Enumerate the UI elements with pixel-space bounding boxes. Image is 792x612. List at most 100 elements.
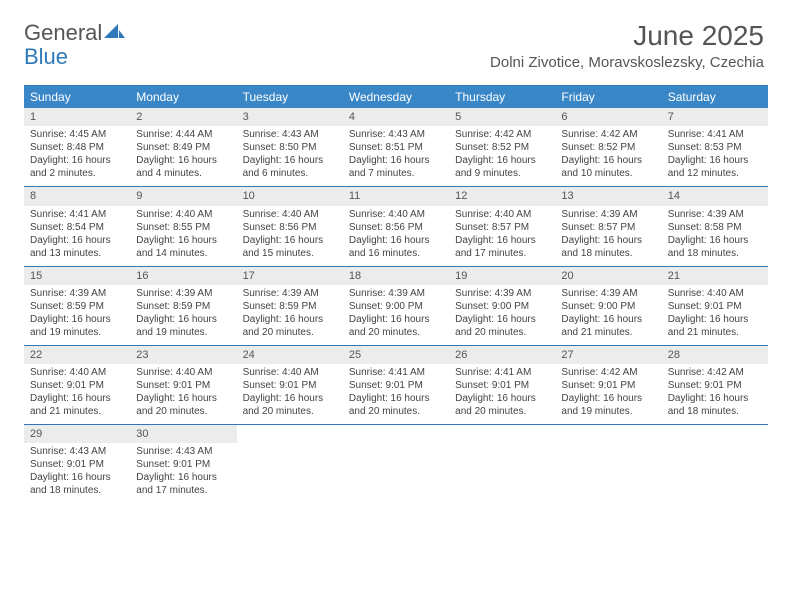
- calendar-day: 30Sunrise: 4:43 AMSunset: 9:01 PMDayligh…: [130, 425, 236, 503]
- day-number: 15: [24, 267, 130, 285]
- calendar-day: [555, 425, 661, 503]
- calendar-day: 5Sunrise: 4:42 AMSunset: 8:52 PMDaylight…: [449, 108, 555, 186]
- calendar-day: 14Sunrise: 4:39 AMSunset: 8:58 PMDayligh…: [662, 187, 768, 265]
- col-sunday: Sunday: [24, 86, 130, 108]
- calendar-day: 2Sunrise: 4:44 AMSunset: 8:49 PMDaylight…: [130, 108, 236, 186]
- day-info: Sunrise: 4:40 AMSunset: 8:56 PMDaylight:…: [237, 208, 343, 260]
- calendar-day: 29 Sunrise: 4:43 AMSunset: 9:01 PMDayligh…: [24, 425, 130, 503]
- title-block: June 2025 Dolni Zivotice, Moravskoslezsk…: [490, 20, 764, 71]
- calendar-day: [343, 425, 449, 503]
- day-info: Sunrise: 4:45 AMSunset: 8:48 PMDaylight:…: [24, 128, 130, 180]
- col-monday: Monday: [130, 86, 236, 108]
- day-info: Sunrise: 4:43 AMSunset: 9:01 PMDaylight:…: [24, 445, 130, 497]
- calendar-week: 15Sunrise: 4:39 AMSunset: 8:59 PMDayligh…: [24, 267, 768, 346]
- day-info: Sunrise: 4:42 AMSunset: 9:01 PMDaylight:…: [662, 366, 768, 418]
- calendar-day: 3 Sunrise: 4:43 AMSunset: 8:50 PMDaylight…: [237, 108, 343, 186]
- day-info: Sunrise: 4:41 AMSunset: 9:01 PMDaylight:…: [343, 366, 449, 418]
- day-info: Sunrise: 4:39 AMSunset: 9:00 PMDaylight:…: [343, 287, 449, 339]
- calendar-day: 16 Sunrise: 4:39 AMSunset: 8:59 PMDayligh…: [130, 267, 236, 345]
- calendar-day: [662, 425, 768, 503]
- day-info: Sunrise: 4:41 AMSunset: 9:01 PMDaylight:…: [449, 366, 555, 418]
- day-number: 18: [343, 267, 449, 285]
- day-number: 30: [130, 425, 236, 443]
- calendar-header-row: Sunday Monday Tuesday Wednesday Thursday…: [24, 86, 768, 108]
- day-number: 2: [130, 108, 236, 126]
- day-number: 3: [237, 108, 343, 126]
- location: Dolni Zivotice, Moravskoslezsky, Czechia: [490, 54, 764, 71]
- day-info: Sunrise: 4:39 AMSunset: 9:00 PMDaylight:…: [555, 287, 661, 339]
- day-number: 26: [449, 346, 555, 364]
- day-info: Sunrise: 4:40 AMSunset: 9:01 PMDaylight:…: [24, 366, 130, 418]
- day-number: 10: [237, 187, 343, 205]
- day-number: 8: [24, 187, 130, 205]
- day-number: 14: [662, 187, 768, 205]
- day-number: 16: [130, 267, 236, 285]
- day-number: 11: [343, 187, 449, 205]
- logo-word2: Blue: [24, 44, 68, 70]
- calendar-day: 26 Sunrise: 4:41 AMSunset: 9:01 PMDayligh…: [449, 346, 555, 424]
- calendar-day: 7Sunrise: 4:41 AMSunset: 8:53 PMDaylight…: [662, 108, 768, 186]
- calendar-day: 19 Sunrise: 4:39 AMSunset: 9:00 PMDayligh…: [449, 267, 555, 345]
- calendar-day: [237, 425, 343, 503]
- header: General June 2025 Dolni Zivotice, Moravs…: [0, 0, 792, 77]
- calendar-day: 28 Sunrise: 4:42 AMSunset: 9:01 PMDayligh…: [662, 346, 768, 424]
- calendar-day: 6Sunrise: 4:42 AMSunset: 8:52 PMDaylight…: [555, 108, 661, 186]
- day-number: 23: [130, 346, 236, 364]
- day-info: Sunrise: 4:39 AMSunset: 8:59 PMDaylight:…: [130, 287, 236, 339]
- calendar-day: 17Sunrise: 4:39 AMSunset: 8:59 PMDayligh…: [237, 267, 343, 345]
- calendar-day: 1 Sunrise: 4:45 AMSunset: 8:48 PMDaylight…: [24, 108, 130, 186]
- calendar-week: 22Sunrise: 4:40 AMSunset: 9:01 PMDayligh…: [24, 346, 768, 425]
- calendar-day: 15Sunrise: 4:39 AMSunset: 8:59 PMDayligh…: [24, 267, 130, 345]
- col-wednesday: Wednesday: [343, 86, 449, 108]
- day-number: 29: [24, 425, 130, 443]
- col-friday: Friday: [555, 86, 661, 108]
- calendar-week: 29 Sunrise: 4:43 AMSunset: 9:01 PMDayligh…: [24, 425, 768, 503]
- day-number: 22: [24, 346, 130, 364]
- calendar-day: 9 Sunrise: 4:40 AMSunset: 8:55 PMDaylight…: [130, 187, 236, 265]
- day-info: Sunrise: 4:39 AMSunset: 9:00 PMDaylight:…: [449, 287, 555, 339]
- calendar-day: 18 Sunrise: 4:39 AMSunset: 9:00 PMDayligh…: [343, 267, 449, 345]
- logo-word1: General: [24, 20, 102, 46]
- calendar-day: 12Sunrise: 4:40 AMSunset: 8:57 PMDayligh…: [449, 187, 555, 265]
- day-number: 7: [662, 108, 768, 126]
- calendar-day: 22 Sunrise: 4:40 AMSunset: 9:01 PMDayligh…: [24, 346, 130, 424]
- logo-sail-icon: [104, 20, 126, 46]
- day-number: 24: [237, 346, 343, 364]
- day-info: Sunrise: 4:43 AMSunset: 8:51 PMDaylight:…: [343, 128, 449, 180]
- day-info: Sunrise: 4:39 AMSunset: 8:59 PMDaylight:…: [237, 287, 343, 339]
- day-info: Sunrise: 4:39 AMSunset: 8:57 PMDaylight:…: [555, 208, 661, 260]
- day-number: 4: [343, 108, 449, 126]
- day-number: 19: [449, 267, 555, 285]
- day-info: Sunrise: 4:41 AMSunset: 8:54 PMDaylight:…: [24, 208, 130, 260]
- day-info: Sunrise: 4:40 AMSunset: 8:57 PMDaylight:…: [449, 208, 555, 260]
- day-info: Sunrise: 4:40 AMSunset: 9:01 PMDaylight:…: [662, 287, 768, 339]
- calendar-week: 8 Sunrise: 4:41 AMSunset: 8:54 PMDaylight…: [24, 187, 768, 266]
- calendar-day: 25Sunrise: 4:41 AMSunset: 9:01 PMDayligh…: [343, 346, 449, 424]
- calendar-day: 4 Sunrise: 4:43 AMSunset: 8:51 PMDaylight…: [343, 108, 449, 186]
- calendar-week: 1 Sunrise: 4:45 AMSunset: 8:48 PMDaylight…: [24, 108, 768, 187]
- day-number: 1: [24, 108, 130, 126]
- calendar-day: 20 Sunrise: 4:39 AMSunset: 9:00 PMDayligh…: [555, 267, 661, 345]
- calendar-day: 24 Sunrise: 4:40 AMSunset: 9:01 PMDayligh…: [237, 346, 343, 424]
- day-number: 13: [555, 187, 661, 205]
- logo: General: [24, 20, 127, 46]
- day-info: Sunrise: 4:42 AMSunset: 9:01 PMDaylight:…: [555, 366, 661, 418]
- day-number: 21: [662, 267, 768, 285]
- day-info: Sunrise: 4:43 AMSunset: 8:50 PMDaylight:…: [237, 128, 343, 180]
- calendar-day: 10 Sunrise: 4:40 AMSunset: 8:56 PMDayligh…: [237, 187, 343, 265]
- day-number: 5: [449, 108, 555, 126]
- col-saturday: Saturday: [662, 86, 768, 108]
- day-number: 28: [662, 346, 768, 364]
- month-title: June 2025: [490, 20, 764, 52]
- day-info: Sunrise: 4:40 AMSunset: 9:01 PMDaylight:…: [130, 366, 236, 418]
- col-tuesday: Tuesday: [237, 86, 343, 108]
- day-info: Sunrise: 4:40 AMSunset: 8:55 PMDaylight:…: [130, 208, 236, 260]
- day-info: Sunrise: 4:40 AMSunset: 9:01 PMDaylight:…: [237, 366, 343, 418]
- calendar-day: 11 Sunrise: 4:40 AMSunset: 8:56 PMDayligh…: [343, 187, 449, 265]
- calendar-day: [449, 425, 555, 503]
- day-number: 27: [555, 346, 661, 364]
- calendar-day: 23 Sunrise: 4:40 AMSunset: 9:01 PMDayligh…: [130, 346, 236, 424]
- day-number: 9: [130, 187, 236, 205]
- day-number: 20: [555, 267, 661, 285]
- day-info: Sunrise: 4:40 AMSunset: 8:56 PMDaylight:…: [343, 208, 449, 260]
